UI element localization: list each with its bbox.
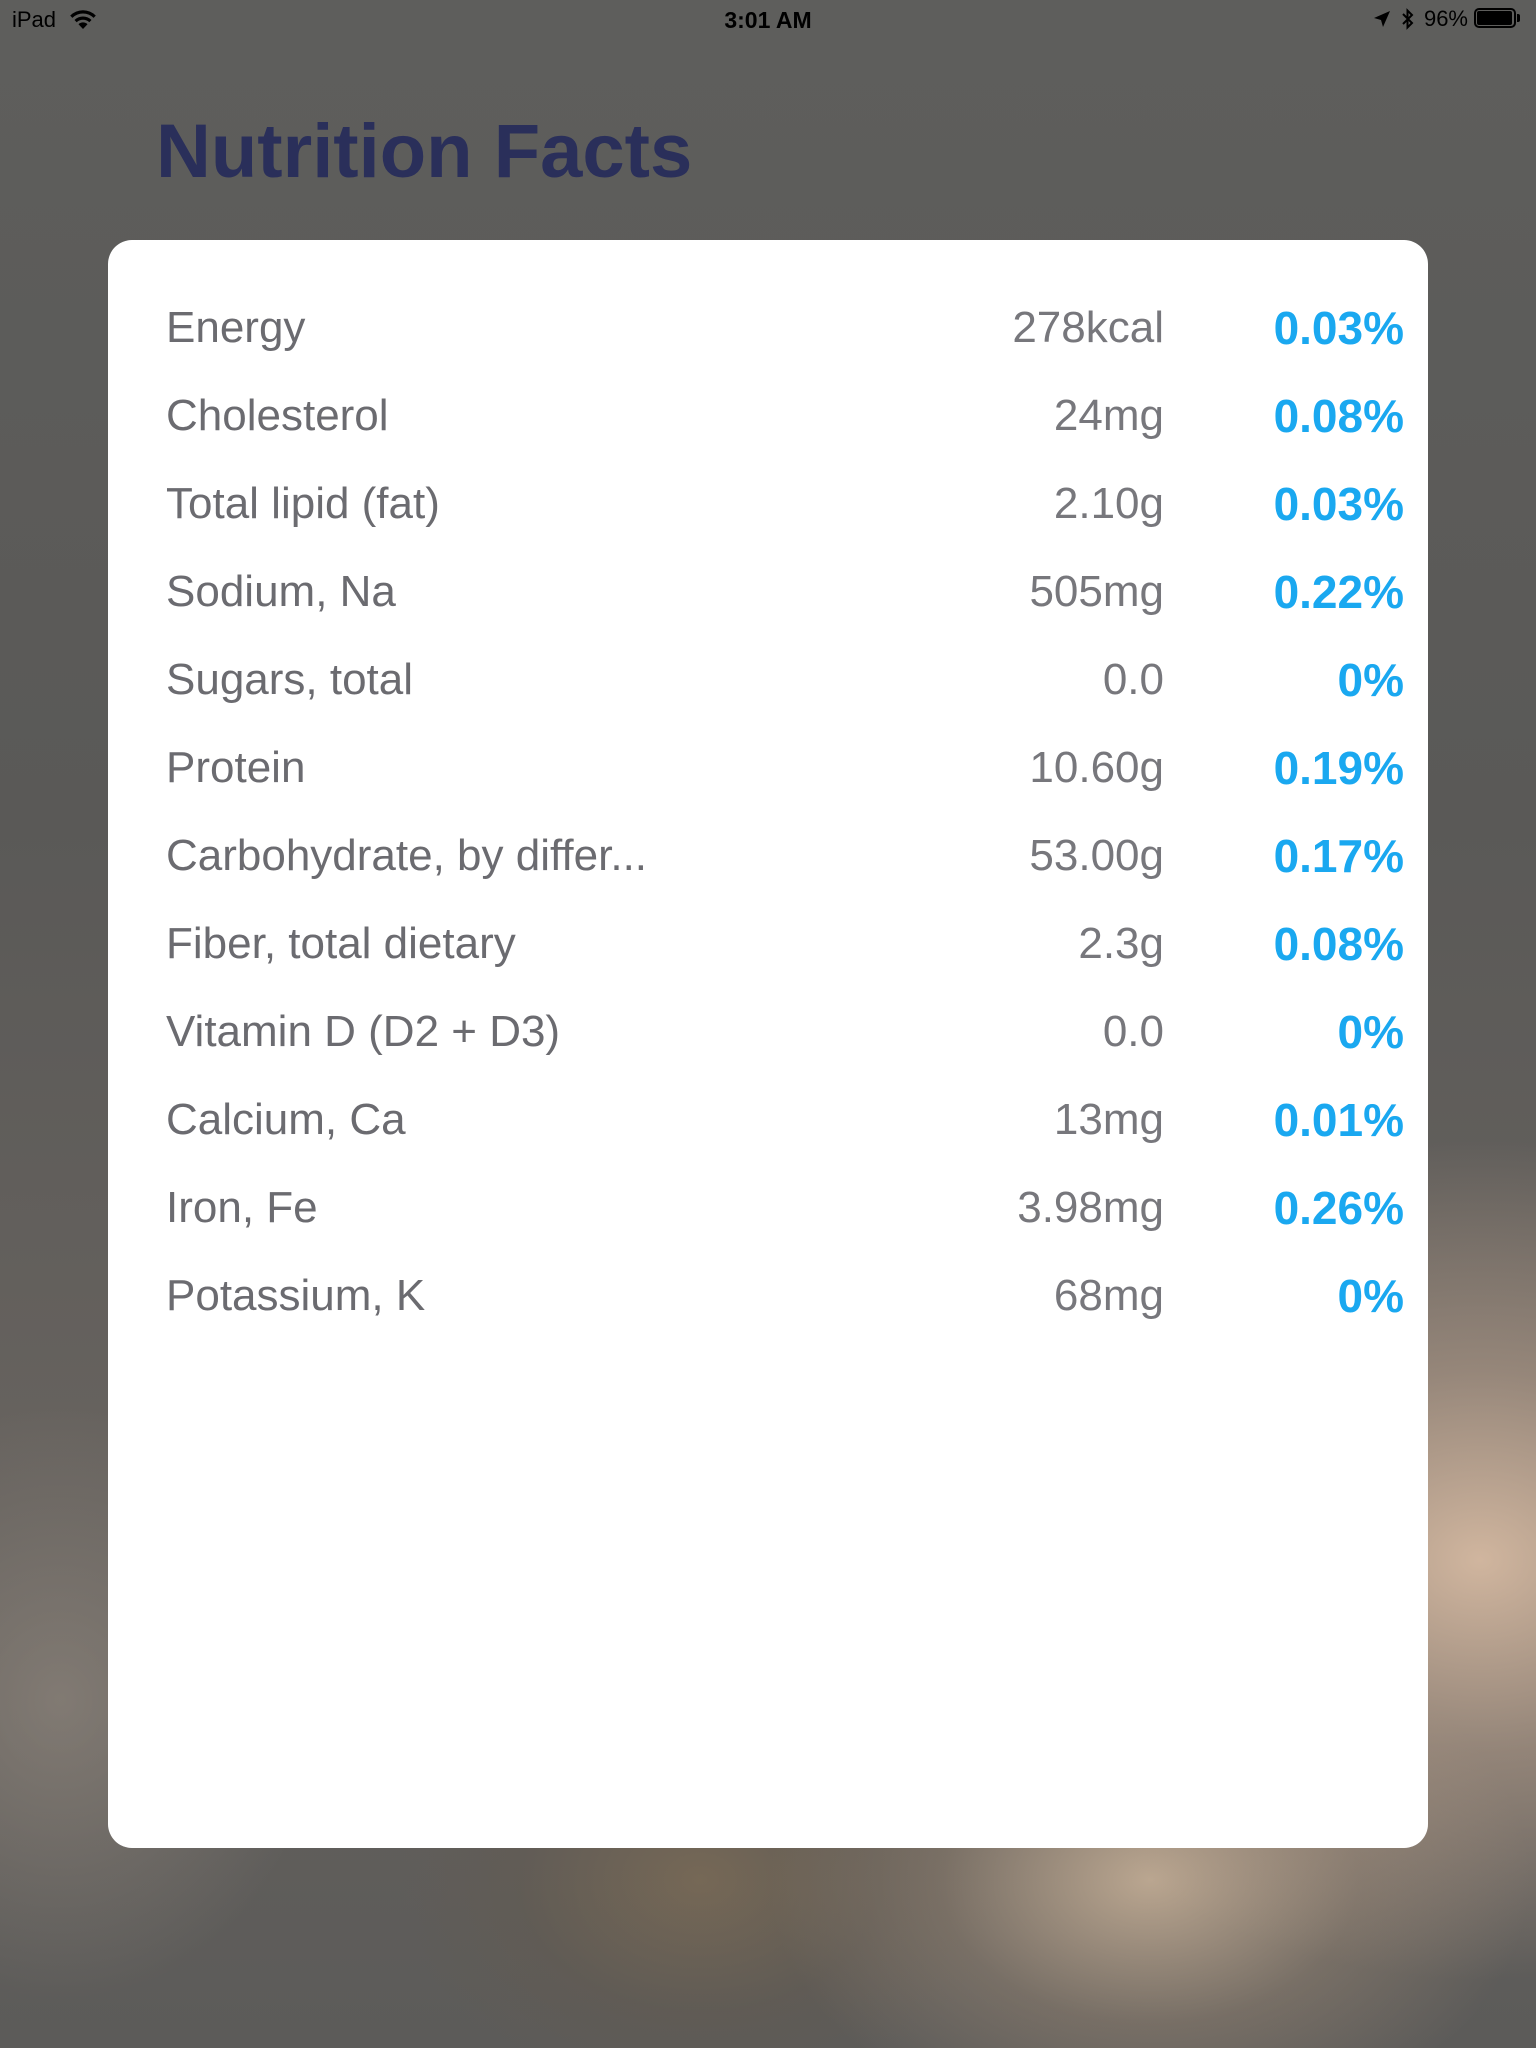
nutrient-row: Cholesterol 24mg 0.08% <box>166 386 1404 446</box>
nutrient-amount: 2.3g <box>1078 919 1164 968</box>
nutrient-daily-percent: 0.08% <box>1273 390 1404 442</box>
nutrient-daily-percent: 0.22% <box>1273 566 1404 618</box>
nutrient-amount: 68mg <box>1053 1271 1164 1320</box>
nutrient-row: Energy 278kcal 0.03% <box>166 298 1404 358</box>
nutrient-amount: 2.10g <box>1053 479 1164 528</box>
nutrient-amount: 0.0 <box>1102 1007 1164 1056</box>
nutrient-amount: 24mg <box>1053 391 1164 440</box>
nutrient-name: Total lipid (fat) <box>166 479 440 528</box>
nutrient-daily-percent: 0.17% <box>1273 830 1404 882</box>
nutrient-amount: 10.60g <box>1029 743 1164 792</box>
nutrient-amount: 13mg <box>1053 1095 1164 1144</box>
nutrient-amount: 53.00g <box>1029 831 1164 880</box>
nutrient-name: Sodium, Na <box>166 567 396 616</box>
page-title: Nutrition Facts <box>156 109 693 194</box>
nutrient-daily-percent: 0.08% <box>1273 918 1404 970</box>
status-right: 96% <box>1372 6 1522 32</box>
nutrient-row: Sodium, Na 505mg 0.22% <box>166 562 1404 622</box>
battery-percent: 96% <box>1423 6 1468 31</box>
nutrient-row: Calcium, Ca 13mg 0.01% <box>166 1090 1404 1150</box>
nutrient-amount: 505mg <box>1029 567 1164 616</box>
status-left: iPad <box>12 7 98 33</box>
nutrient-name: Vitamin D (D2 + D3) <box>166 1007 561 1056</box>
nutrient-name: Protein <box>166 743 306 792</box>
nutrient-daily-percent: 0.03% <box>1273 478 1404 530</box>
bluetooth-icon <box>1402 8 1414 30</box>
nutrient-daily-percent: 0% <box>1337 654 1404 706</box>
location-arrow-icon <box>1373 11 1390 27</box>
nutrient-row: Potassium, K 68mg 0% <box>166 1266 1404 1326</box>
nutrient-name: Energy <box>166 303 306 352</box>
nutrition-card: Energy 278kcal 0.03% Cholesterol 24mg 0.08% To… <box>108 240 1428 1848</box>
nutrient-row: Total lipid (fat) 2.10g 0.03% <box>166 474 1404 534</box>
device-label: iPad <box>12 7 57 32</box>
nutrient-name: Cholesterol <box>166 391 389 440</box>
nutrient-row: Sugars, total 0.0 0% <box>166 650 1404 710</box>
status-time: 3:01 AM <box>724 7 812 33</box>
nutrient-name: Potassium, K <box>166 1271 426 1320</box>
nutrient-amount: 0.0 <box>1102 655 1164 704</box>
nutrient-daily-percent: 0.01% <box>1273 1094 1404 1146</box>
nutrient-name: Iron, Fe <box>166 1183 318 1232</box>
nutrient-name: Calcium, Ca <box>166 1095 406 1144</box>
nutrient-row: Carbohydrate, by differ... 53.00g 0.17% <box>166 826 1404 886</box>
nutrient-name: Sugars, total <box>166 655 414 704</box>
nutrient-amount: 3.98mg <box>1017 1183 1164 1232</box>
nutrient-daily-percent: 0.19% <box>1273 742 1404 794</box>
status-bar: iPad 3:01 AM 96% <box>0 0 1536 40</box>
nutrient-row: Protein 10.60g 0.19% <box>166 738 1404 798</box>
nutrient-name: Fiber, total dietary <box>166 919 516 968</box>
nutrient-daily-percent: 0.03% <box>1273 302 1404 354</box>
nutrient-row: Fiber, total dietary 2.3g 0.08% <box>166 914 1404 974</box>
battery-icon <box>1474 8 1522 30</box>
nutrient-daily-percent: 0% <box>1337 1270 1404 1322</box>
nutrient-amount: 278kcal <box>1012 303 1164 352</box>
nutrient-row: Vitamin D (D2 + D3) 0.0 0% <box>166 1002 1404 1062</box>
nutrient-daily-percent: 0.26% <box>1273 1182 1404 1234</box>
nutrient-name: Carbohydrate, by differ... <box>166 831 648 880</box>
wifi-icon <box>70 10 96 29</box>
nutrient-daily-percent: 0% <box>1337 1006 1404 1058</box>
nutrient-row: Iron, Fe 3.98mg 0.26% <box>166 1178 1404 1238</box>
